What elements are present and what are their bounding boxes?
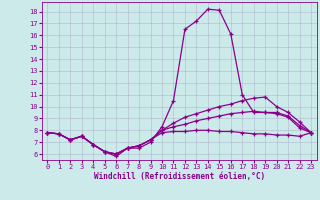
X-axis label: Windchill (Refroidissement éolien,°C): Windchill (Refroidissement éolien,°C) <box>94 172 265 181</box>
